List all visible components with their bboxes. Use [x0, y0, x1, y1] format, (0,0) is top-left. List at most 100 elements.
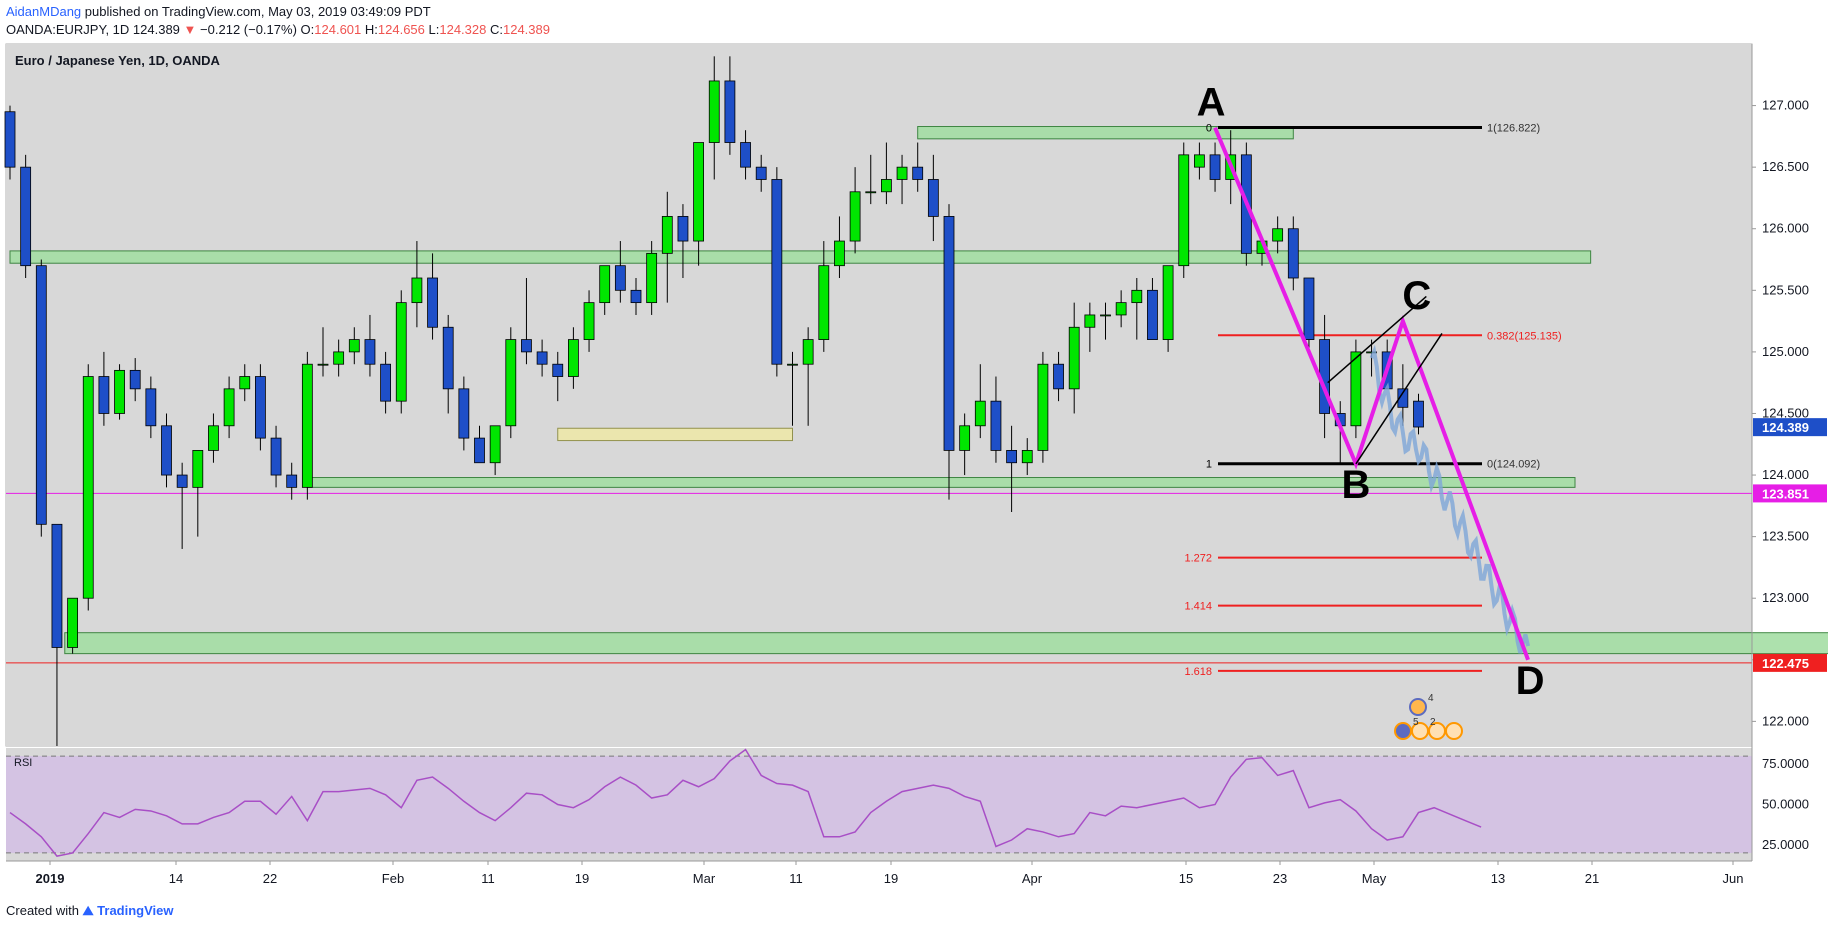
candle-body	[1413, 400, 1424, 428]
candle-body	[208, 425, 219, 451]
x-tick-label: 15	[1179, 871, 1193, 886]
candle-body	[771, 179, 783, 365]
candle-body	[1053, 363, 1064, 390]
candle-body	[568, 339, 579, 377]
candle-body	[98, 376, 110, 414]
candle-body	[51, 523, 63, 648]
candle-body	[740, 142, 751, 168]
y-tick-label: 126.500	[1762, 159, 1809, 174]
symbol-label: OANDA:EURJPY, 1D	[6, 22, 130, 37]
candle-body	[442, 326, 454, 390]
candle-body	[974, 400, 986, 427]
down-arrow-icon: ▼	[183, 22, 197, 37]
candle-body	[755, 166, 767, 180]
close-value: 124.389	[502, 22, 550, 37]
candle-body	[192, 450, 204, 488]
candle-body	[521, 339, 532, 353]
last-price: 124.389	[132, 22, 180, 37]
candle-body	[301, 363, 313, 488]
price-change: −0.212 (−0.17%)	[200, 22, 297, 37]
open-value: 124.601	[314, 22, 362, 37]
zone-green	[64, 632, 1828, 655]
fib-right-label: 1(126.822)	[1487, 123, 1540, 135]
x-tick-label: 19	[575, 871, 589, 886]
candle-body	[82, 376, 94, 599]
x-tick-label: 21	[1585, 871, 1599, 886]
low-value: 124.328	[439, 22, 487, 37]
wedge-upper	[1327, 295, 1427, 384]
y-tick-label: 126.000	[1762, 221, 1809, 236]
y-tick-label: 123.500	[1762, 529, 1809, 544]
rsi-line	[9, 748, 1482, 857]
x-tick-label: Apr	[1022, 871, 1043, 886]
fib-right-label: 0(124.092)	[1487, 459, 1540, 471]
close-label: C:	[489, 22, 503, 37]
candle-body	[380, 363, 392, 402]
candle-body	[724, 80, 736, 143]
candle-body	[834, 240, 845, 267]
event-marker-icon	[1409, 698, 1427, 716]
candle-body	[505, 339, 517, 427]
candle-body	[67, 597, 78, 648]
high-value: 124.656	[377, 22, 425, 37]
low-label: L:	[428, 22, 440, 37]
candle-body	[161, 425, 172, 476]
created-with-text: Created with	[6, 903, 79, 918]
candle-body	[1147, 289, 1158, 340]
zone-green	[9, 250, 1592, 264]
wedge-lower	[1355, 333, 1443, 465]
candle-body	[114, 369, 125, 414]
rsi-tick-label: 50.0000	[1762, 797, 1809, 812]
candle-body	[1178, 154, 1190, 267]
candle-body	[286, 474, 298, 488]
fib-left-label: 0	[1206, 123, 1212, 135]
author-link[interactable]: AidanMDang	[6, 4, 82, 19]
candle-body	[990, 400, 1002, 451]
zone-green	[917, 126, 1294, 140]
candle-body	[614, 265, 626, 291]
candle-body	[630, 289, 642, 304]
candle-body	[348, 339, 360, 353]
candle-body	[865, 191, 877, 194]
candle-body	[145, 388, 157, 427]
candle-body	[458, 388, 470, 439]
candle-body	[927, 179, 939, 217]
candle-body	[333, 351, 345, 365]
candle-body	[552, 363, 564, 377]
pattern-label-A: A	[1197, 81, 1226, 125]
candle-body	[20, 166, 32, 267]
y-tick-label: 123.000	[1762, 590, 1809, 605]
candle-body	[1131, 289, 1143, 304]
candle-body	[176, 474, 188, 488]
candle-body	[912, 166, 924, 180]
price-badge	[1753, 418, 1827, 437]
brand-text: TradingView	[97, 903, 174, 918]
rsi-band	[6, 756, 1752, 853]
y-tick-label: 125.000	[1762, 344, 1809, 359]
candle-body	[129, 369, 141, 390]
fib-left-label: 1.618	[1184, 666, 1212, 678]
pattern-label-C: C	[1402, 274, 1431, 318]
candle-body	[364, 339, 376, 365]
candle-body	[317, 363, 329, 366]
tradingview-logo[interactable]: ⛰ TradingView	[82, 903, 174, 918]
high-label: H:	[364, 22, 378, 37]
candle-body	[896, 166, 908, 180]
price-pane[interactable]	[6, 44, 1752, 746]
event-marker-icon	[1445, 722, 1463, 740]
candle-body	[1194, 154, 1205, 168]
candle-body	[881, 179, 892, 193]
event-marker-icon	[1394, 722, 1412, 740]
candle-body	[1006, 450, 1017, 464]
y-tick-label: 122.000	[1762, 713, 1809, 728]
event-marker-count: 4	[1428, 693, 1434, 704]
candle-body	[35, 265, 47, 525]
price-badge-label: 123.851	[1762, 486, 1809, 501]
candle-body	[223, 388, 235, 427]
candle-body	[1350, 351, 1362, 427]
candle-body	[536, 351, 548, 365]
candle-body	[677, 216, 689, 242]
x-tick-label: 22	[263, 871, 277, 886]
x-tick-label: Jun	[1723, 871, 1744, 886]
